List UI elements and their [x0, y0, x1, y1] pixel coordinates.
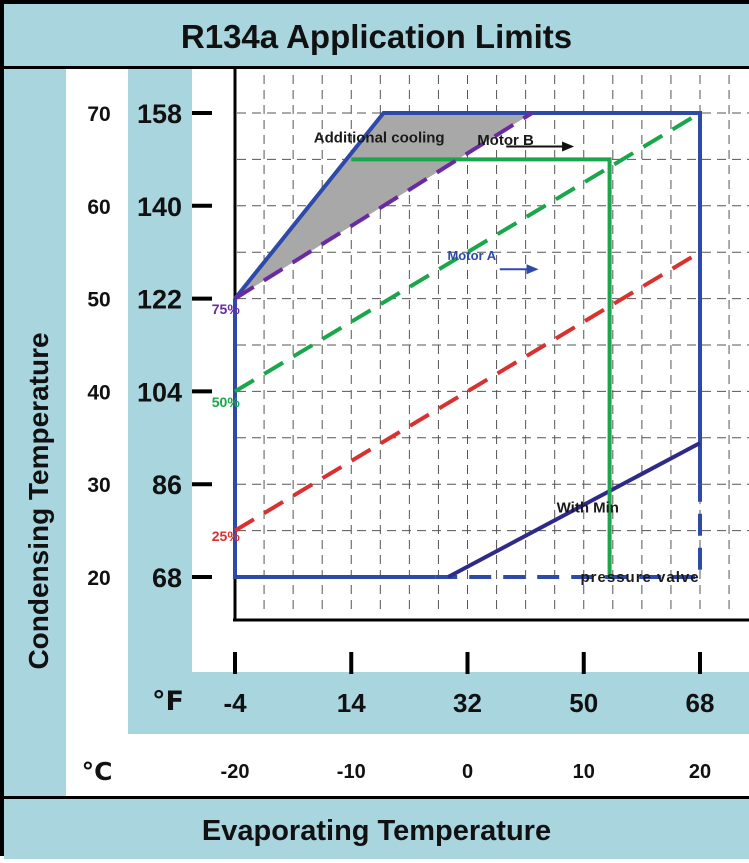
series-line_75 [233, 111, 534, 301]
y-tick-label-f: 104 [137, 377, 182, 407]
x-tick-label-f: -4 [223, 688, 247, 718]
y-tick-label-c: 40 [87, 381, 110, 404]
tick-layer: 68 20 86 30 104 40 122 50 140 60 158 70 -4 -20 14 -10 32… [87, 99, 714, 783]
x-tick-label-c: 20 [689, 761, 711, 783]
x-tick-label-f: 68 [686, 688, 715, 718]
series-line_25 [233, 250, 702, 533]
y-tick-label-f: 122 [137, 285, 182, 315]
series-envelope [233, 111, 702, 485]
arrow_motor_a [499, 264, 539, 275]
x-axis-band: Evaporating Temperature [4, 796, 749, 859]
arrow-layer [499, 141, 575, 275]
series-min_pressure_valve [447, 441, 701, 579]
x-tick-label-f: 32 [453, 688, 482, 718]
chart-title: R134a Application Limits [180, 18, 573, 55]
y-tick-label-c: 30 [87, 474, 110, 497]
y-tick-label-c: 20 [87, 567, 110, 590]
frame-border-left [0, 0, 4, 856]
title-band: R134a Application Limits [4, 4, 749, 69]
y-tick-label-c: 70 [87, 103, 110, 126]
annotation-pct-75: 75% [212, 301, 241, 317]
arrow-head [526, 264, 539, 275]
x-tick-label-c: -20 [221, 761, 250, 783]
series-envelope_bottom_dashed [435, 484, 702, 579]
series-layer [233, 111, 702, 579]
y-tick-label-c: 50 [87, 289, 110, 312]
y-tick-label-f: 158 [137, 99, 182, 129]
y-axis-band: Condensing Temperature [4, 69, 66, 796]
series-motor_b [351, 157, 612, 577]
unit-celsius-label: °C [82, 757, 113, 786]
x-tick-label-c: 0 [462, 761, 473, 783]
annotation-motor-a-label: Motor A [447, 248, 496, 263]
y-tick-label-f: 140 [137, 192, 182, 222]
x-axis-title: Evaporating Temperature [201, 815, 552, 847]
y-tick-label-c: 60 [87, 196, 110, 219]
annotation-with-min: With Min [557, 500, 619, 517]
annotation-pct-50: 50% [212, 394, 241, 410]
annotation-additional-cooling: Additional cooling [314, 129, 445, 146]
annotation-pct-25: 25% [212, 528, 241, 544]
x-tick-label-c: 10 [573, 761, 595, 783]
plot-panel [192, 69, 749, 672]
frame-border-top [0, 0, 749, 4]
x-tick-label-c: -10 [337, 761, 366, 783]
annotation-layer: Additional cooling Motor B Motor A With Min… [212, 129, 700, 586]
y-tick-label-f: 68 [152, 563, 182, 593]
x-tick-label-f: 14 [337, 688, 366, 718]
celsius-row [66, 734, 749, 796]
arrow_motor_b [506, 141, 575, 152]
arrow-head [562, 141, 575, 152]
series-line_50 [233, 111, 702, 394]
unit-fahrenheit-label: °F [152, 686, 184, 717]
x-tick-label-f: 50 [569, 688, 598, 718]
annotation-motor-b-label: Motor B [477, 132, 534, 149]
annotation-pressure-valve: pressure valve [581, 569, 700, 586]
y-tick-label-f: 86 [152, 470, 182, 500]
